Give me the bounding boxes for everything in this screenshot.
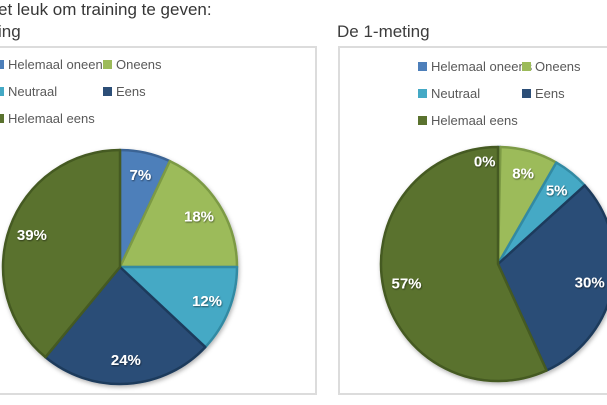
legend-label: Helemaal eens xyxy=(431,112,518,128)
legend-label: Oneens xyxy=(535,58,581,74)
pie-data-label-helemaal-oneens: 0% xyxy=(474,153,496,170)
pie-slice-oneens[interactable] xyxy=(118,159,239,269)
pie-data-label-eens: 24% xyxy=(111,352,141,369)
legend-label: Neutraal xyxy=(8,83,58,99)
legend-item-oneens[interactable]: Oneens xyxy=(103,56,162,72)
pie-data-label-helemaal-eens: 39% xyxy=(17,227,47,244)
pie-chart-right: 0% 8% 5% 30% 57% xyxy=(379,145,607,383)
legend-item-neutraal[interactable]: Neutraal xyxy=(0,83,58,99)
legend-swatch-helemaal-eens xyxy=(418,115,427,125)
legend-swatch-helemaal-oneens xyxy=(418,61,427,71)
legend-swatch-neutraal xyxy=(418,88,427,98)
legend-swatch-oneens xyxy=(103,59,112,69)
legend-swatch-eens xyxy=(522,88,531,98)
legend-item-eens[interactable]: Eens xyxy=(522,85,565,101)
pie-data-label-oneens: 8% xyxy=(512,165,534,182)
legend-item-helemaal-eens[interactable]: Helemaal eens xyxy=(418,112,518,128)
page-title: et leuk om training te geven: xyxy=(0,0,212,19)
legend-item-neutraal[interactable]: Neutraal xyxy=(418,85,481,101)
pie-slice-eens[interactable] xyxy=(496,184,607,372)
legend-item-helemaal-oneens[interactable]: Helemaal oneens xyxy=(418,58,533,74)
pie-data-label-eens: 30% xyxy=(575,274,605,291)
pie-slice-helemaal-eens[interactable] xyxy=(379,145,548,383)
legend-item-eens[interactable]: Eens xyxy=(103,83,146,99)
legend-swatch-neutraal xyxy=(0,86,4,96)
legend-label: Helemaal oneens xyxy=(431,58,533,74)
legend-label: Eens xyxy=(116,83,146,99)
pie-chart-left: 7% 18% 12% 24% 39% xyxy=(1,148,239,386)
pie-slice-eens[interactable] xyxy=(44,265,207,386)
legend-swatch-helemaal-eens xyxy=(0,113,4,123)
legend-label: Helemaal oneens xyxy=(8,56,110,72)
legend-swatch-oneens xyxy=(522,61,531,71)
legend-item-oneens[interactable]: Oneens xyxy=(522,58,581,74)
pie-data-label-helemaal-eens: 57% xyxy=(391,275,421,292)
chart-plot-area-left xyxy=(0,46,317,395)
pie-slice-helemaal-eens[interactable] xyxy=(1,148,122,359)
legend-label: Neutraal xyxy=(431,85,481,101)
pie-slice-neutraal[interactable] xyxy=(118,265,239,349)
chart-title-right: De 1-meting xyxy=(337,22,430,41)
pie-data-label-oneens: 18% xyxy=(184,208,214,225)
legend-label: Oneens xyxy=(116,56,162,72)
pie-data-label-neutraal: 12% xyxy=(192,293,222,310)
chart-title-left: ing xyxy=(0,22,21,41)
legend-item-helemaal-eens[interactable]: Helemaal eens xyxy=(0,110,95,126)
pie-data-label-helemaal-oneens: 7% xyxy=(130,167,152,184)
pie-data-label-neutraal: 5% xyxy=(546,183,568,200)
legend-swatch-eens xyxy=(103,86,112,96)
legend-item-helemaal-oneens[interactable]: Helemaal oneens xyxy=(0,56,110,72)
legend-label: Eens xyxy=(535,85,565,101)
legend-swatch-helemaal-oneens xyxy=(0,59,4,69)
legend-label: Helemaal eens xyxy=(8,110,95,126)
chart-plot-area-right xyxy=(338,46,607,395)
